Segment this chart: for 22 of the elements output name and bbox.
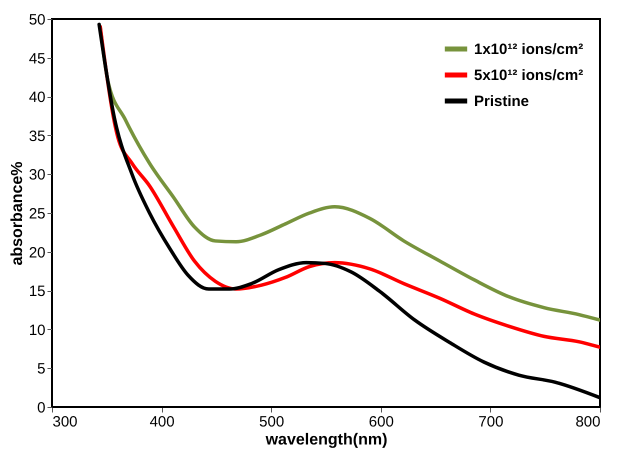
y-axis-title: absorbance% bbox=[8, 161, 26, 266]
x-tick-label: 700 bbox=[478, 414, 504, 430]
legend-label: Pristine bbox=[474, 93, 530, 110]
legend-label: 1x10¹² ions/cm² bbox=[474, 41, 584, 58]
y-tick-label: 0 bbox=[37, 400, 46, 416]
y-tick-label: 5 bbox=[37, 360, 46, 378]
y-tick-label: 15 bbox=[28, 283, 46, 300]
x-tick-label: 400 bbox=[150, 414, 175, 430]
x-tick-label: 600 bbox=[368, 414, 394, 430]
x-tick-label: 500 bbox=[259, 414, 284, 430]
y-tick-label: 50 bbox=[28, 12, 46, 28]
legend-label: 5x10¹² ions/cm² bbox=[474, 67, 584, 84]
x-axis-title: wavelength(nm) bbox=[264, 432, 388, 448]
y-tick-label: 40 bbox=[28, 89, 46, 106]
y-tick-label: 20 bbox=[28, 244, 46, 262]
y-tick-label: 35 bbox=[28, 128, 46, 145]
y-tick-label: 30 bbox=[28, 166, 46, 184]
y-tick-label: 45 bbox=[28, 50, 46, 68]
x-tick-label: 300 bbox=[52, 414, 78, 430]
x-tick-label: 800 bbox=[575, 414, 600, 430]
y-tick-label: 25 bbox=[28, 206, 46, 222]
y-tick-label: 10 bbox=[28, 322, 46, 339]
